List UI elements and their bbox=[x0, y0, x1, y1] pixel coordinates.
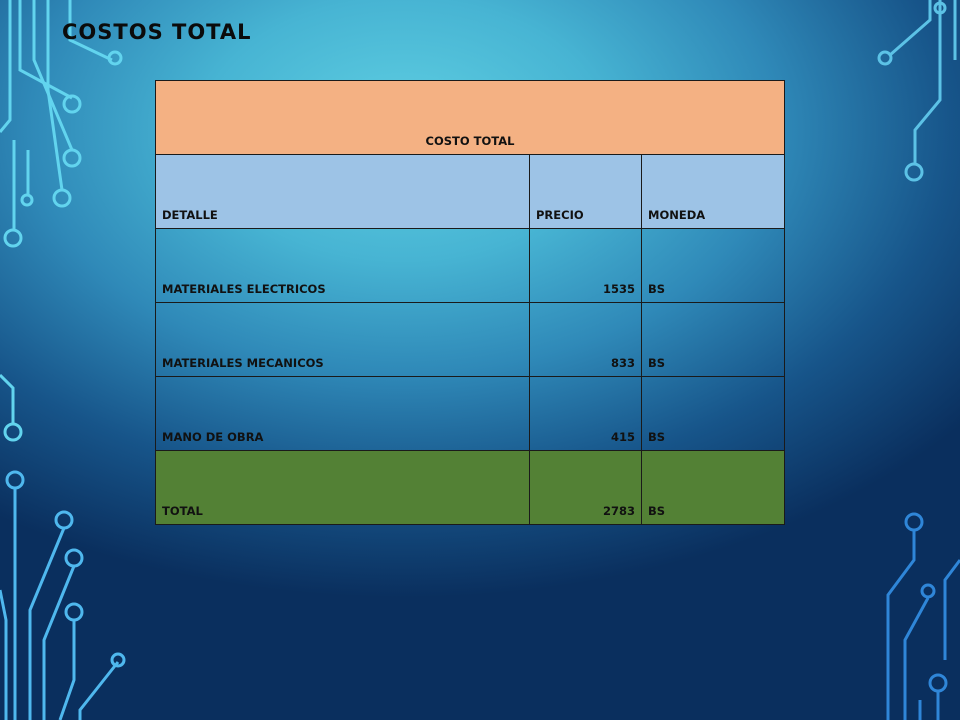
column-header-precio: PRECIO bbox=[529, 154, 642, 229]
row-moneda: BS bbox=[640, 376, 786, 451]
row-moneda: BS bbox=[640, 228, 786, 303]
table-title-cell: COSTO TOTAL bbox=[154, 80, 786, 155]
row-precio: 415 bbox=[529, 376, 642, 451]
table-title-row: COSTO TOTAL bbox=[154, 80, 786, 155]
cost-table: COSTO TOTAL DETALLE PRECIO MONEDA MATERI… bbox=[154, 80, 786, 525]
row-detalle: MANO DE OBRA bbox=[155, 376, 530, 451]
row-precio: 833 bbox=[529, 302, 642, 377]
table-row: MATERIALES MECANICOS 833 BS bbox=[155, 302, 786, 377]
column-header-detalle: DETALLE bbox=[155, 154, 530, 229]
row-detalle: MATERIALES ELECTRICOS bbox=[155, 228, 530, 303]
circuit-left-middle bbox=[0, 373, 23, 442]
row-precio: 1535 bbox=[529, 228, 642, 303]
circuit-bottom-right bbox=[886, 512, 960, 720]
circuit-top-left bbox=[0, 0, 123, 248]
total-detalle: TOTAL bbox=[155, 450, 530, 525]
table-row: MANO DE OBRA 415 BS bbox=[155, 376, 786, 451]
total-precio: 2783 bbox=[529, 450, 642, 525]
circuit-bottom-left bbox=[0, 470, 126, 720]
total-moneda: BS bbox=[640, 450, 786, 525]
column-header-moneda: MONEDA bbox=[640, 154, 786, 229]
row-detalle: MATERIALES MECANICOS bbox=[155, 302, 530, 377]
total-row: TOTAL 2783 BS bbox=[155, 450, 786, 525]
table-row: MATERIALES ELECTRICOS 1535 BS bbox=[155, 228, 786, 303]
column-header-row: DETALLE PRECIO MONEDA bbox=[155, 154, 786, 229]
row-moneda: BS bbox=[640, 302, 786, 377]
slide-title: COSTOS TOTAL bbox=[62, 20, 252, 44]
circuit-top-right bbox=[877, 0, 957, 182]
